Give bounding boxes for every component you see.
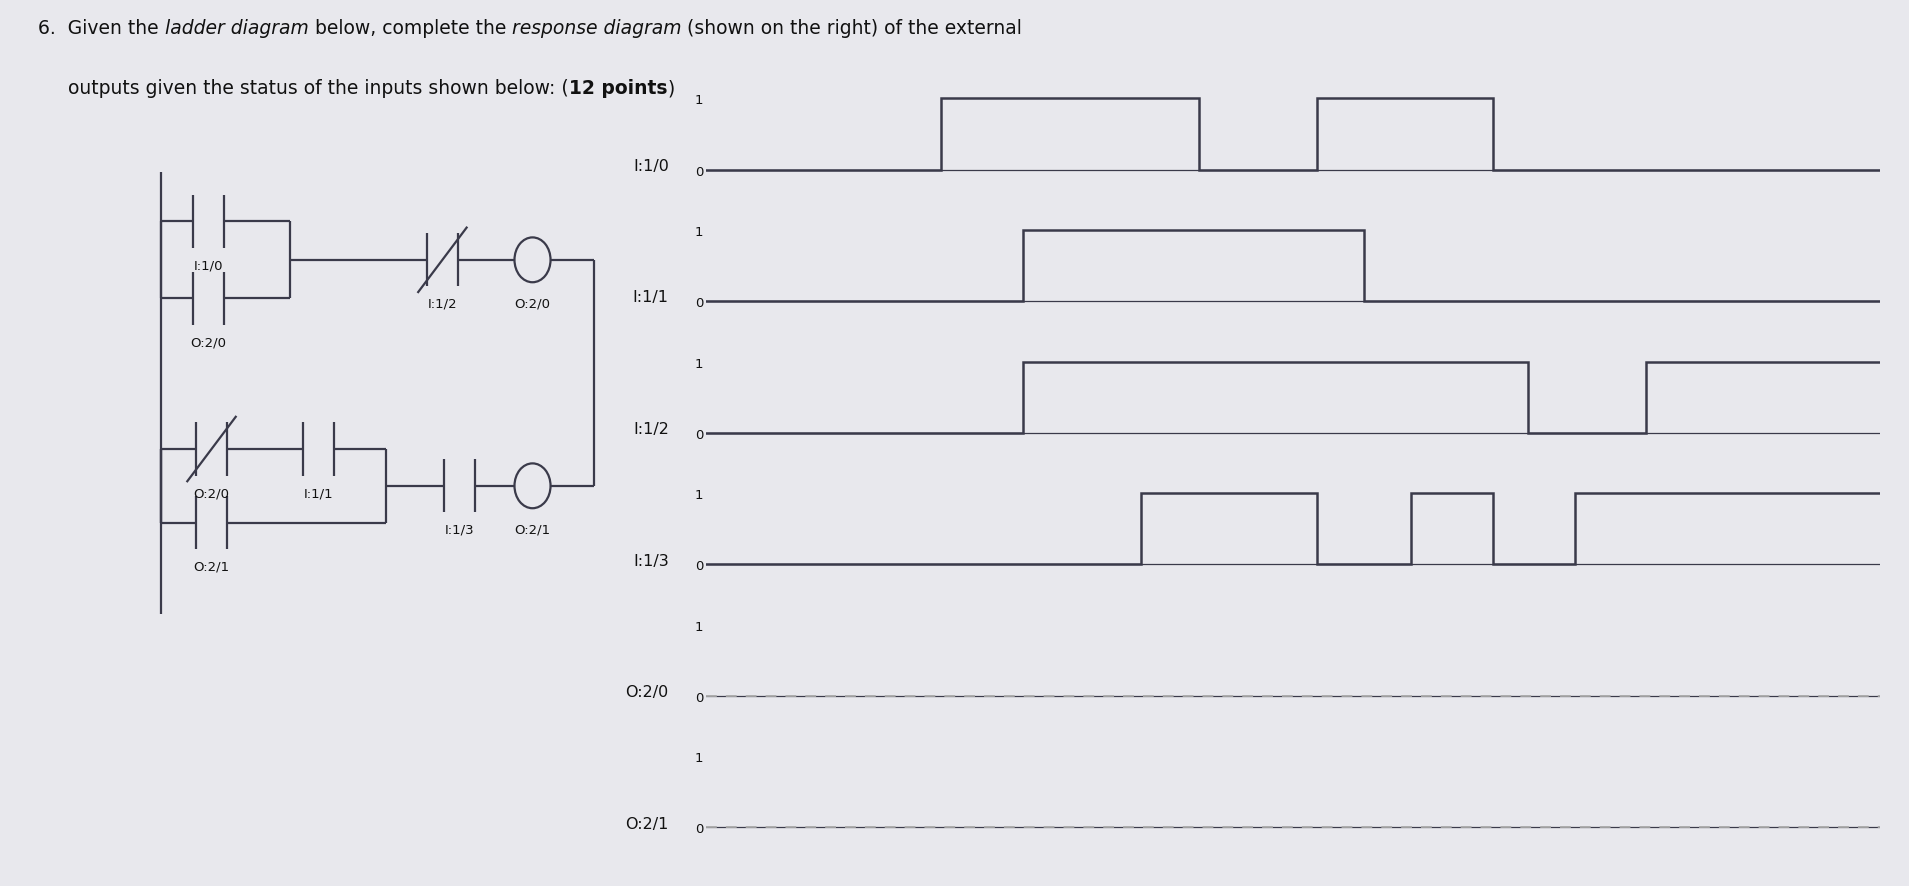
Text: ): )	[668, 79, 674, 98]
Text: O:2/0: O:2/0	[515, 297, 550, 310]
Text: response diagram: response diagram	[512, 19, 682, 37]
Text: below, complete the: below, complete the	[309, 19, 512, 37]
Text: O:2/0: O:2/0	[191, 336, 227, 349]
Text: I:1/1: I:1/1	[632, 290, 668, 305]
Text: O:2/0: O:2/0	[626, 684, 668, 699]
Text: ladder diagram: ladder diagram	[164, 19, 309, 37]
Text: O:2/1: O:2/1	[514, 523, 550, 536]
Text: I:1/1: I:1/1	[304, 486, 334, 500]
Text: O:2/1: O:2/1	[193, 560, 229, 573]
Text: I:1/3: I:1/3	[445, 524, 473, 536]
Text: outputs given the status of the inputs shown below: (: outputs given the status of the inputs s…	[38, 79, 569, 98]
Text: I:1/2: I:1/2	[428, 298, 458, 311]
Text: O:2/0: O:2/0	[193, 486, 229, 500]
Text: I:1/3: I:1/3	[634, 553, 668, 568]
Text: 6.  Given the: 6. Given the	[38, 19, 164, 37]
Text: I:1/0: I:1/0	[195, 259, 223, 272]
Text: O:2/1: O:2/1	[626, 816, 668, 831]
Text: 12 points: 12 points	[569, 79, 668, 98]
Text: (shown on the right) of the external: (shown on the right) of the external	[682, 19, 1023, 37]
Text: I:1/2: I:1/2	[634, 422, 668, 437]
Text: I:1/0: I:1/0	[634, 159, 668, 174]
